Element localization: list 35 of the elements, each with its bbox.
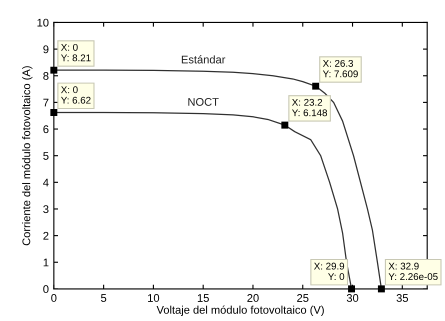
x-tick-label: 35 [396,294,408,302]
point [312,82,320,90]
y-tick-label: 8 [43,72,48,80]
point [50,109,58,116]
y-axis-title: Corriente del módulo fotovoltaico (A) [22,66,32,246]
x-tick-label: 0 [51,294,56,302]
y-tick-label: 1 [44,258,48,266]
y-tick-label: 7 [43,98,48,106]
series-label: Estándar [182,55,226,64]
y-tick-label: 5 [43,152,49,160]
annotation: X: 29.9 Y: 0 [314,262,344,280]
x-axis-title: Voltaje del módulo fotovoltaico (V) [156,306,324,316]
x-tick-label: 20 [247,294,259,302]
annotation: X: 23.2 Y: 6.148 [292,98,328,116]
y-tick-label: 0 [43,285,49,294]
x-tick-label: 15 [198,294,209,302]
y-tick-label: 10 [37,18,49,27]
y-tick-label: 2 [43,232,48,240]
y-tick-label: 6 [43,125,48,134]
point [378,285,385,292]
annotation: X: 0 Y: 8.21 [61,44,91,62]
series-label: NOCT [188,98,219,106]
point [348,285,356,292]
annotation: X: 32.9 Y: 2.26e-05 [388,262,438,280]
x-tick-label: 5 [100,294,106,302]
x-tick-label: 10 [148,294,160,302]
annotation: X: 0 Y: 6.62 [61,86,91,104]
y-tick-label: 3 [43,205,48,214]
y-tick-label: 9 [43,45,48,54]
point [281,122,288,129]
y-tick-label: 4 [43,178,49,186]
x-tick-label: 25 [297,294,308,302]
x-tick-label: 30 [346,294,358,302]
point [50,66,58,74]
annotation: X: 26.3 Y: 7.609 [322,60,358,78]
